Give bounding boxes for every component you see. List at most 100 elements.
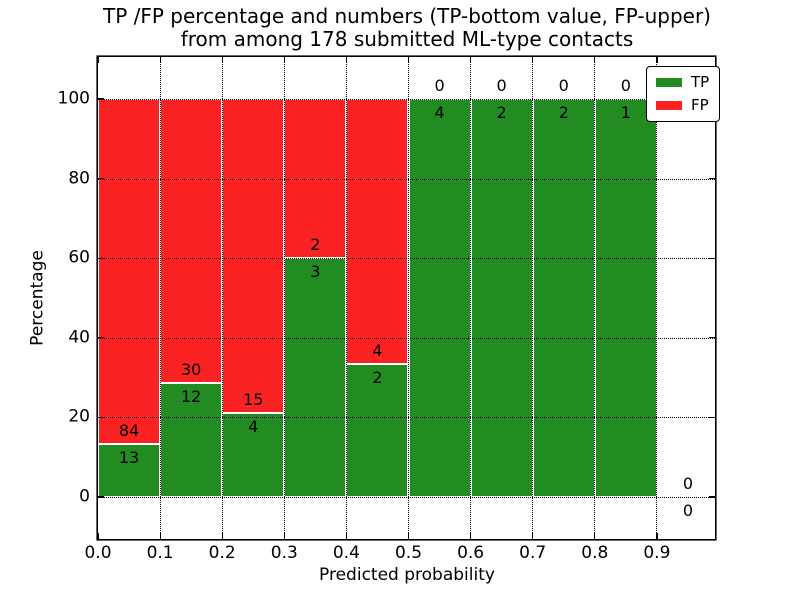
y-axis-tick-right (709, 496, 715, 498)
fp-count-label: 0 (682, 474, 694, 493)
chart-title-line2: from among 178 submitted ML-type contact… (180, 27, 634, 51)
fp-count-label: 30 (180, 360, 202, 380)
legend-entry-label: TP (691, 73, 710, 91)
x-axis-tick-top (221, 57, 223, 63)
legend-entry: TP (656, 75, 709, 90)
fp-bar-segment (98, 99, 161, 444)
tp-bar-segment (470, 99, 533, 497)
y-axis-tick (98, 98, 104, 100)
x-axis-tick-top (470, 57, 472, 63)
horizontal-gridline (98, 417, 715, 419)
x-tick-label: 0.9 (643, 543, 671, 563)
y-axis-tick-right (709, 337, 715, 339)
y-tick-label: 40 (68, 327, 90, 348)
y-axis-tick (98, 337, 104, 339)
chart-title-line1: TP /FP percentage and numbers (TP-bottom… (103, 4, 711, 28)
vertical-gridline (345, 57, 347, 539)
vertical-gridline (656, 57, 658, 539)
x-axis-tick (532, 533, 534, 539)
fp-legend-swatch (656, 101, 682, 110)
x-axis-tick (656, 533, 658, 539)
horizontal-gridline (98, 99, 715, 100)
tp-count-label: 3 (310, 262, 321, 282)
tp-count-label: 4 (248, 417, 259, 437)
y-axis-tick (98, 416, 104, 419)
y-tick-label: 0 (79, 486, 90, 507)
vertical-gridline (532, 57, 534, 539)
tp-count-label: 13 (118, 447, 140, 467)
tp-bar-segment (160, 383, 223, 497)
fp-count-label: 4 (372, 341, 383, 361)
tp-count-label: 4 (434, 103, 445, 122)
x-axis-tick (407, 533, 410, 539)
fp-bar-segment (222, 99, 285, 414)
x-axis-tick (470, 533, 472, 539)
y-tick-label: 100 (57, 88, 90, 109)
x-axis-label: Predicted probability (319, 565, 495, 585)
horizontal-gridline (98, 178, 715, 180)
y-tick-label: 80 (68, 168, 90, 189)
x-axis-tick-top (283, 57, 285, 63)
x-tick-label: 0.0 (84, 543, 112, 563)
y-axis-tick-right (709, 257, 715, 259)
horizontal-gridline (98, 337, 715, 339)
fp-count-label: 0 (496, 76, 507, 95)
tp-bar-segment (408, 99, 471, 497)
fp-count-label: 0 (558, 76, 569, 95)
x-axis-tick-top (656, 57, 658, 63)
y-tick-label: 20 (68, 406, 90, 427)
legend-entry: FP (656, 98, 709, 113)
horizontal-gridline (98, 497, 715, 498)
y-axis-tick (98, 257, 104, 259)
fp-bar-segment (346, 99, 409, 365)
tp-bar-segment (594, 99, 657, 497)
tp-count-label: 1 (620, 103, 631, 122)
fp-bar-segment (160, 99, 223, 384)
x-tick-label: 0.2 (208, 543, 236, 563)
x-axis-tick (594, 533, 596, 539)
vertical-gridline (470, 57, 472, 539)
legend-entry-label: FP (691, 96, 709, 114)
fp-count-label: 84 (118, 420, 140, 440)
fp-count-label: 15 (243, 390, 264, 410)
tp-count-label: 0 (682, 501, 694, 520)
tp-bar-segment (222, 413, 285, 497)
vertical-gridline (159, 57, 161, 539)
fp-count-label: 0 (434, 76, 445, 95)
x-tick-label: 0.7 (519, 543, 547, 563)
x-tick-label: 0.5 (394, 543, 423, 563)
vertical-gridline (221, 57, 223, 539)
x-axis-tick-top (407, 57, 410, 63)
vertical-gridline (594, 57, 596, 539)
tp-legend-swatch (656, 78, 682, 87)
y-axis-tick-right (709, 178, 715, 180)
tp-count-label: 2 (558, 103, 569, 122)
x-axis-tick (345, 533, 348, 539)
legend: TP FP (646, 66, 721, 122)
x-axis-tick-top (594, 57, 596, 63)
vertical-gridline (283, 57, 285, 539)
x-tick-label: 0.3 (270, 543, 298, 563)
fp-count-label: 0 (620, 76, 631, 95)
x-tick-label: 0.4 (332, 543, 360, 563)
x-tick-label: 0.6 (457, 543, 485, 563)
vertical-gridline (408, 57, 409, 539)
tp-count-label: 12 (180, 387, 202, 407)
horizontal-gridline (98, 258, 715, 260)
tp-bar-segment (98, 443, 161, 497)
x-axis-tick (221, 533, 223, 539)
x-tick-label: 0.8 (581, 543, 609, 563)
x-axis-tick-top (97, 57, 99, 63)
tp-bar-segment (346, 364, 409, 497)
y-axis-tick-right (709, 416, 715, 419)
tp-bar-segment (532, 99, 595, 497)
x-axis-tick-top (159, 57, 161, 63)
tp-count-label: 2 (496, 103, 507, 122)
y-tick-label: 60 (68, 247, 90, 268)
x-tick-label: 0.1 (146, 543, 174, 563)
x-axis-tick (97, 533, 99, 539)
x-axis-tick-top (532, 57, 534, 63)
x-axis-tick (283, 533, 285, 539)
plot-area: 84 13 30 12 15 4 2 3 4 2 0 4 0 2 0 2 0 1 0 0 (97, 57, 715, 539)
